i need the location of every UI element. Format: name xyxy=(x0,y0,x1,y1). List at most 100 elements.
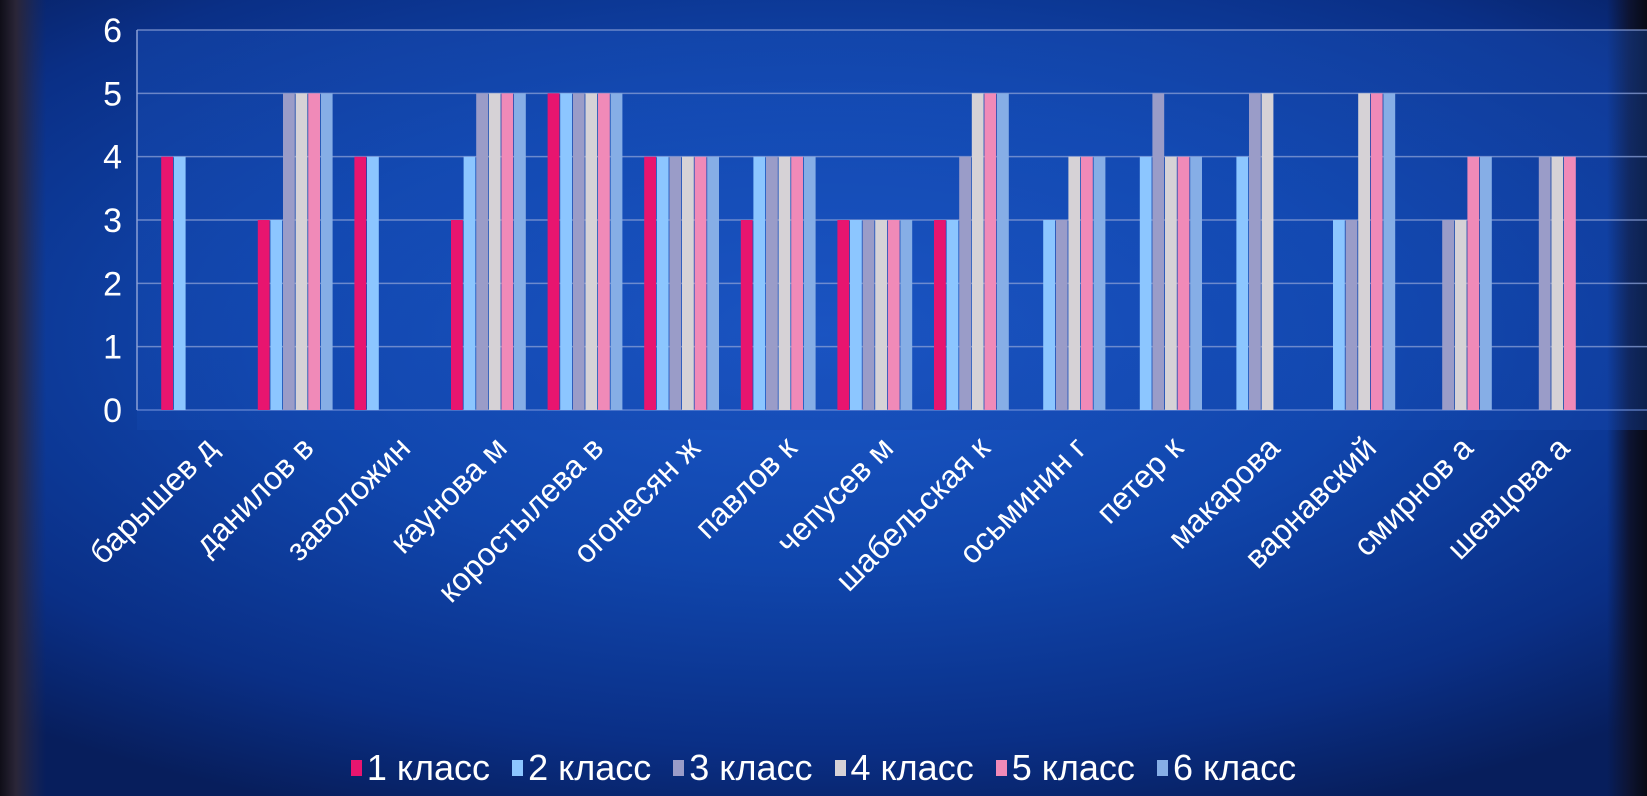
bar xyxy=(971,93,984,411)
bar xyxy=(270,220,283,410)
bar xyxy=(791,156,803,410)
legend-item: 6 класс xyxy=(1156,747,1297,788)
bar xyxy=(1333,220,1345,410)
bar xyxy=(463,156,476,410)
y-tick-label: 3 xyxy=(103,202,122,240)
bar xyxy=(900,220,913,410)
bar xyxy=(295,93,308,411)
bar xyxy=(1043,220,1055,410)
bar xyxy=(598,93,610,411)
bar xyxy=(1442,220,1454,410)
legend-swatch xyxy=(350,760,362,776)
y-tick-label: 1 xyxy=(103,329,122,367)
bar xyxy=(753,156,766,410)
bar xyxy=(946,220,959,410)
bar xyxy=(740,220,753,410)
bar xyxy=(850,220,862,410)
bar xyxy=(283,93,295,411)
bar xyxy=(875,220,887,410)
legend-label: 3 класс xyxy=(689,747,813,788)
legend-swatch xyxy=(512,760,524,776)
legend-label: 1 класс xyxy=(366,747,491,788)
bar xyxy=(887,220,900,410)
bar xyxy=(1093,156,1106,410)
bar xyxy=(1152,93,1165,411)
bar xyxy=(959,156,971,410)
legend-item: 5 класс xyxy=(995,747,1135,788)
bar xyxy=(682,156,694,410)
bar xyxy=(778,156,791,410)
bar xyxy=(560,93,572,411)
legend-label: 4 класс xyxy=(850,747,974,788)
y-tick-label: 4 xyxy=(103,139,122,177)
bar xyxy=(476,93,488,411)
legend-item: 4 класс xyxy=(834,747,974,788)
bar xyxy=(1261,93,1274,411)
bar xyxy=(656,156,669,410)
bar xyxy=(1480,156,1492,410)
bar xyxy=(451,220,463,410)
x-category-label: коростылева в xyxy=(431,429,611,609)
legend-swatch xyxy=(995,760,1007,776)
bar xyxy=(354,156,367,410)
y-tick-label: 2 xyxy=(103,265,122,303)
legend-swatch xyxy=(1156,760,1168,776)
legend-swatch xyxy=(834,760,846,776)
y-tick-label: 5 xyxy=(103,75,122,113)
bar xyxy=(1055,220,1068,410)
bar xyxy=(1358,93,1370,411)
bar xyxy=(1236,156,1249,410)
bar xyxy=(1190,156,1202,410)
bar xyxy=(488,93,501,411)
left-edge-shadow xyxy=(0,0,46,796)
legend-label: 6 класс xyxy=(1172,747,1297,788)
y-tick-label: 0 xyxy=(103,392,122,430)
legend: 1 класс 2 класс 3 класс 4 класс 5 класс 6 кла… xyxy=(0,748,1647,788)
legend-item: 1 класс xyxy=(350,747,491,788)
bar xyxy=(837,220,850,410)
bar xyxy=(862,220,875,410)
bar xyxy=(1139,156,1152,410)
bar xyxy=(997,93,1009,411)
bar xyxy=(1249,93,1261,411)
legend-label: 2 класс xyxy=(528,747,652,788)
bar xyxy=(572,93,585,411)
bar xyxy=(934,220,946,410)
bar xyxy=(707,156,719,410)
bar xyxy=(644,156,656,410)
legend-label: 5 класс xyxy=(1011,747,1135,788)
bar xyxy=(547,93,560,411)
bar xyxy=(367,156,379,410)
bar xyxy=(1177,156,1190,410)
bar xyxy=(585,93,598,411)
bar xyxy=(1370,93,1383,411)
bar xyxy=(694,156,707,410)
bar xyxy=(1068,156,1081,410)
bar xyxy=(1467,156,1480,410)
bar xyxy=(308,93,320,411)
bar xyxy=(1081,156,1093,410)
bar xyxy=(1165,156,1177,410)
bar xyxy=(501,93,514,411)
bar xyxy=(173,156,186,410)
bar xyxy=(1551,156,1564,410)
legend-item: 2 класс xyxy=(512,748,651,788)
bar xyxy=(1538,156,1551,410)
bar xyxy=(1345,220,1358,410)
bar xyxy=(766,156,778,410)
bar xyxy=(1454,220,1467,410)
bar xyxy=(1564,156,1576,410)
legend-item: 3 класс xyxy=(673,747,813,788)
bars xyxy=(161,93,1576,411)
y-tick-label: 6 xyxy=(103,12,122,50)
bar xyxy=(984,93,997,411)
y-axis-ticks: 0 1 2 3 4 5 6 xyxy=(103,12,122,430)
legend-swatch xyxy=(673,760,685,776)
bar xyxy=(803,156,816,410)
bar xyxy=(1383,93,1396,411)
bar xyxy=(257,220,270,410)
bar xyxy=(320,93,333,411)
